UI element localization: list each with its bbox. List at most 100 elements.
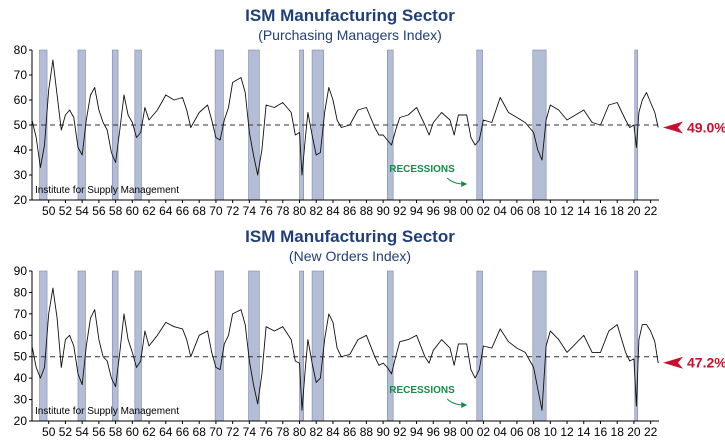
x-tick-label: 62 bbox=[142, 425, 156, 439]
y-tick-label: 50 bbox=[14, 118, 28, 132]
recessions-label: RECESSIONS bbox=[389, 385, 455, 396]
y-tick-label: 50 bbox=[14, 350, 28, 364]
latest-value-arrow bbox=[663, 356, 683, 369]
x-tick-label: 16 bbox=[594, 204, 608, 218]
y-tick-label: 40 bbox=[14, 371, 28, 385]
x-tick-label: 16 bbox=[594, 425, 608, 439]
recession-band bbox=[111, 270, 119, 422]
x-tick-label: 88 bbox=[360, 425, 374, 439]
y-tick-label: 70 bbox=[14, 68, 28, 82]
recessions-arrowhead bbox=[461, 402, 468, 408]
x-tick-label: 08 bbox=[527, 204, 541, 218]
chart-title: ISM Manufacturing Sector bbox=[245, 6, 455, 25]
x-tick-label: 02 bbox=[477, 204, 491, 218]
x-tick-label: 86 bbox=[343, 204, 357, 218]
x-tick-label: 52 bbox=[59, 204, 73, 218]
x-tick-label: 58 bbox=[109, 204, 123, 218]
x-tick-label: 84 bbox=[326, 204, 340, 218]
x-tick-label: 06 bbox=[510, 425, 524, 439]
x-tick-label: 60 bbox=[126, 204, 140, 218]
x-tick-label: 54 bbox=[75, 425, 89, 439]
chart-subtitle: (Purchasing Managers Index) bbox=[258, 27, 442, 43]
x-tick-label: 92 bbox=[393, 425, 407, 439]
x-tick-label: 56 bbox=[92, 204, 106, 218]
x-tick-label: 92 bbox=[393, 204, 407, 218]
y-tick-label: 90 bbox=[14, 264, 28, 278]
x-tick-label: 74 bbox=[243, 204, 257, 218]
x-tick-label: 68 bbox=[193, 204, 207, 218]
x-tick-label: 98 bbox=[443, 204, 457, 218]
x-tick-label: 68 bbox=[193, 425, 207, 439]
x-tick-label: 50 bbox=[42, 425, 56, 439]
series-line bbox=[31, 287, 659, 411]
x-tick-label: 10 bbox=[544, 425, 558, 439]
y-tick-label: 70 bbox=[14, 307, 28, 321]
x-tick-label: 66 bbox=[176, 425, 190, 439]
latest-value-label: 49.0% bbox=[687, 120, 725, 136]
x-tick-label: 80 bbox=[293, 204, 307, 218]
recession-band bbox=[248, 270, 260, 422]
x-tick-label: 88 bbox=[360, 204, 374, 218]
x-tick-label: 22 bbox=[644, 425, 658, 439]
x-tick-label: 64 bbox=[159, 425, 173, 439]
x-tick-label: 72 bbox=[226, 204, 240, 218]
source-label: Institute for Supply Management bbox=[35, 406, 179, 417]
x-tick-label: 76 bbox=[259, 425, 273, 439]
x-tick-label: 58 bbox=[109, 425, 123, 439]
x-tick-label: 78 bbox=[276, 204, 290, 218]
recession-band bbox=[214, 270, 224, 422]
recession-band bbox=[77, 270, 86, 422]
y-tick-label: 80 bbox=[14, 285, 28, 299]
x-tick-label: 74 bbox=[243, 425, 257, 439]
x-tick-label: 20 bbox=[627, 204, 641, 218]
recessions-label: RECESSIONS bbox=[389, 164, 455, 175]
x-tick-label: 04 bbox=[493, 425, 507, 439]
x-tick-label: 62 bbox=[142, 204, 156, 218]
y-tick-label: 20 bbox=[14, 414, 28, 428]
x-tick-label: 54 bbox=[75, 204, 89, 218]
y-tick-label: 40 bbox=[14, 143, 28, 157]
x-tick-label: 18 bbox=[611, 204, 625, 218]
x-tick-label: 70 bbox=[209, 204, 223, 218]
chart-subtitle: (New Orders Index) bbox=[288, 248, 412, 264]
x-tick-label: 90 bbox=[376, 425, 390, 439]
x-tick-label: 22 bbox=[644, 204, 658, 218]
y-tick-label: 20 bbox=[14, 193, 28, 207]
x-tick-label: 84 bbox=[326, 425, 340, 439]
new-orders-chart-panel: ISM Manufacturing Sector (New Orders Ind… bbox=[0, 221, 725, 441]
x-tick-label: 76 bbox=[259, 204, 273, 218]
x-tick-label: 70 bbox=[209, 425, 223, 439]
x-tick-label: 04 bbox=[493, 204, 507, 218]
series-line bbox=[31, 59, 659, 176]
x-tick-label: 12 bbox=[560, 425, 574, 439]
x-tick-label: 06 bbox=[510, 204, 524, 218]
x-tick-label: 18 bbox=[611, 425, 625, 439]
y-tick-label: 30 bbox=[14, 168, 28, 182]
x-tick-label: 94 bbox=[410, 204, 424, 218]
x-tick-label: 66 bbox=[176, 204, 190, 218]
y-tick-label: 80 bbox=[14, 43, 28, 57]
x-tick-label: 86 bbox=[343, 425, 357, 439]
latest-value-arrow bbox=[663, 121, 683, 134]
recessions-arrowhead bbox=[461, 181, 468, 187]
x-tick-label: 94 bbox=[410, 425, 424, 439]
x-tick-label: 80 bbox=[293, 425, 307, 439]
x-tick-label: 56 bbox=[92, 425, 106, 439]
latest-value-label: 47.2% bbox=[687, 355, 725, 371]
x-tick-label: 82 bbox=[310, 204, 324, 218]
x-tick-label: 82 bbox=[310, 425, 324, 439]
x-tick-label: 98 bbox=[443, 425, 457, 439]
recession-band bbox=[134, 270, 142, 422]
x-tick-label: 96 bbox=[427, 425, 441, 439]
x-tick-label: 12 bbox=[560, 204, 574, 218]
x-tick-label: 72 bbox=[226, 425, 240, 439]
y-tick-label: 60 bbox=[14, 328, 28, 342]
x-tick-label: 96 bbox=[427, 204, 441, 218]
x-tick-label: 52 bbox=[59, 425, 73, 439]
recession-band bbox=[311, 270, 325, 422]
x-tick-label: 14 bbox=[577, 204, 591, 218]
recession-band bbox=[476, 270, 483, 422]
x-tick-label: 60 bbox=[126, 425, 140, 439]
recession-band bbox=[386, 270, 394, 422]
x-tick-label: 50 bbox=[42, 204, 56, 218]
